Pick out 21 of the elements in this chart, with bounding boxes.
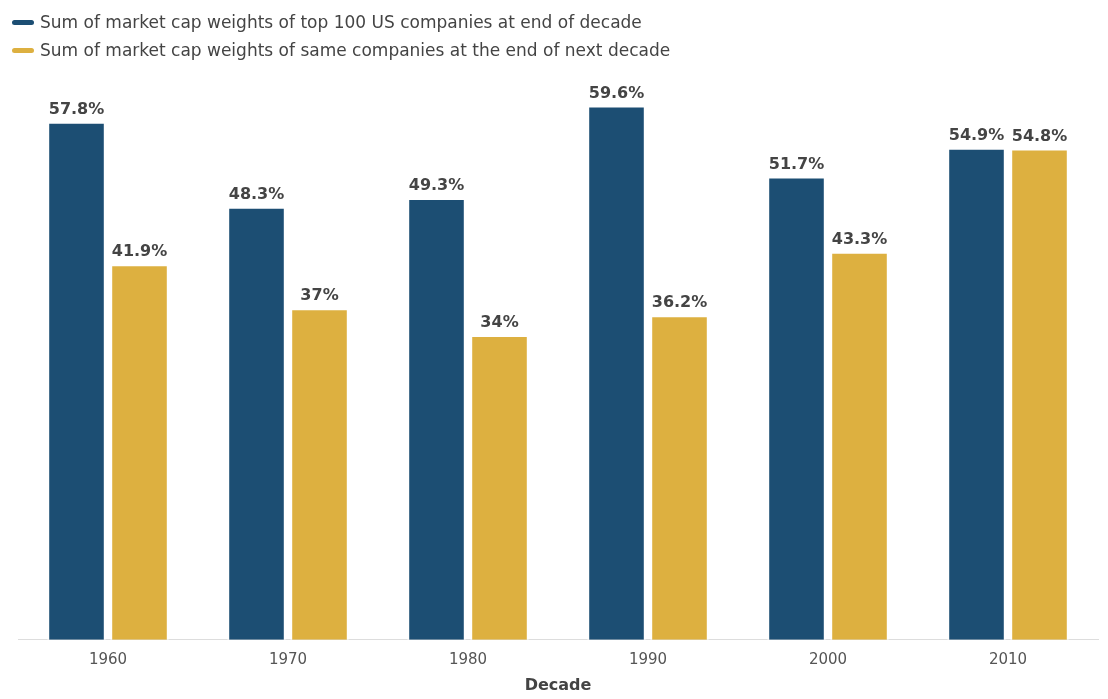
data-label: 36.2%: [651, 292, 708, 312]
legend-label: Sum of market cap weights of top 100 US companies at end of decade: [40, 11, 642, 34]
data-label: 54.8%: [1011, 125, 1068, 145]
x-tick-label: 1960: [88, 649, 128, 668]
data-label: 48.3%: [228, 184, 285, 204]
data-label: 51.7%: [768, 153, 825, 173]
x-tick-label: 1980: [448, 649, 488, 668]
data-label: 57.8%: [48, 98, 105, 118]
data-label: 41.9%: [111, 241, 168, 261]
x-tick-label: 1970: [268, 649, 308, 668]
x-tick-label: 2000: [808, 649, 848, 668]
x-tick-label: 1990: [628, 649, 668, 668]
legend-label: Sum of market cap weights of same companies at the end of next decade: [40, 39, 671, 62]
data-label: 59.6%: [588, 82, 645, 102]
data-label: 37%: [300, 285, 339, 305]
data-label: 34%: [480, 312, 519, 332]
data-label: 43.3%: [831, 228, 888, 248]
data-label: 49.3%: [408, 175, 465, 195]
x-axis-title: Decade: [524, 674, 592, 694]
x-tick-label: 2010: [988, 649, 1028, 668]
data-label: 54.9%: [948, 124, 1005, 144]
